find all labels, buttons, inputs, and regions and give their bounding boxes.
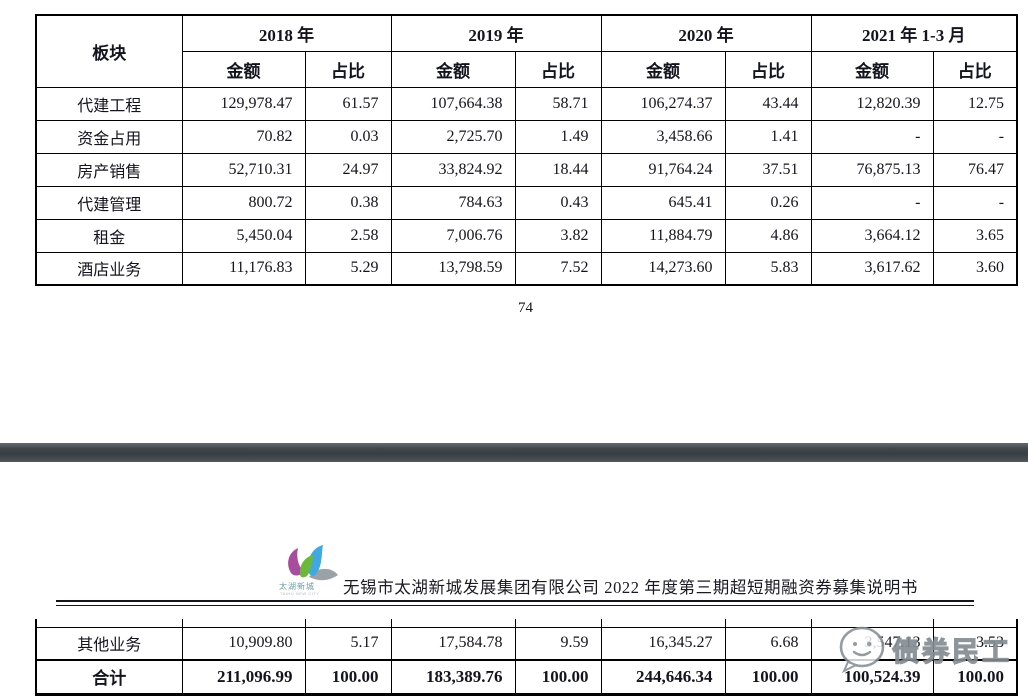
header-rule — [56, 600, 974, 606]
row-label: 合计 — [35, 658, 183, 695]
row-label: 资金占用 — [35, 119, 183, 154]
document-title: 无锡市太湖新城发展集团有限公司 2022 年度第三期超短期融资券募集说明书 — [343, 578, 918, 597]
revenue-breakdown-table: 板块 2018 年 2019 年 2020 年 2021 年 1-3 月 金额 … — [35, 14, 1019, 286]
subheader-ratio: 占比 — [932, 50, 1018, 88]
logo-wordmark: 太湖新城 — [279, 582, 315, 591]
table-row: 资金占用 70.82 0.03 2,725.70 1.49 3,458.66 1… — [35, 119, 1018, 154]
row-label: 酒店业务 — [35, 251, 183, 286]
table-row: 房产销售 52,710.31 24.97 33,824.92 18.44 91,… — [35, 152, 1018, 187]
company-logo: 太湖新城 TAIHU NEW CITY — [279, 545, 341, 597]
subheader-amount: 金额 — [181, 50, 306, 88]
subheader-amount: 金额 — [810, 50, 934, 88]
subheader-ratio: 占比 — [724, 50, 812, 88]
revenue-table-continued: 其他业务 10,909.80 5.17 17,584.78 9.59 16,34… — [35, 619, 1018, 696]
column-header-segment: 板块 — [35, 14, 183, 88]
page-divider — [0, 443, 1028, 462]
row-label: 租金 — [35, 218, 183, 253]
subheader-ratio: 占比 — [304, 50, 392, 88]
subheader-ratio: 占比 — [514, 50, 602, 88]
table-row: 租金 5,450.04 2.58 7,006.76 3.82 11,884.79… — [35, 218, 1018, 253]
table-header-years: 板块 2018 年 2019 年 2020 年 2021 年 1-3 月 — [35, 14, 1018, 88]
column-header-2020: 2020 年 — [600, 14, 812, 52]
column-header-2018: 2018 年 — [181, 14, 392, 52]
row-label: 代建工程 — [35, 86, 183, 121]
table-row: 代建管理 800.72 0.38 784.63 0.43 645.41 0.26… — [35, 185, 1018, 220]
subheader-amount: 金额 — [600, 50, 726, 88]
table-row: 其他业务 10,909.80 5.17 17,584.78 9.59 16,34… — [35, 627, 1018, 660]
subheader-amount: 金额 — [390, 50, 516, 88]
table-row: 代建工程 129,978.47 61.57 107,664.38 58.71 1… — [35, 86, 1018, 121]
table-header-measures: 金额 占比 金额 占比 金额 占比 金额 占比 — [36, 50, 1018, 88]
table-row: 酒店业务 11,176.83 5.29 13,798.59 7.52 14,27… — [35, 251, 1018, 286]
column-header-2021q1: 2021 年 1-3 月 — [810, 14, 1018, 52]
page-number: 74 — [518, 300, 533, 316]
table-pagebreak-stub — [35, 619, 1018, 628]
column-header-2019: 2019 年 — [390, 14, 602, 52]
row-label: 房产销售 — [35, 152, 183, 187]
table-row-total: 合计 211,096.99 100.00 183,389.76 100.00 2… — [35, 658, 1018, 695]
logo-petals-icon — [288, 545, 338, 581]
row-label: 其他业务 — [35, 627, 183, 660]
logo-wordmark-en: TAIHU NEW CITY — [280, 591, 320, 596]
row-label: 代建管理 — [35, 185, 183, 220]
